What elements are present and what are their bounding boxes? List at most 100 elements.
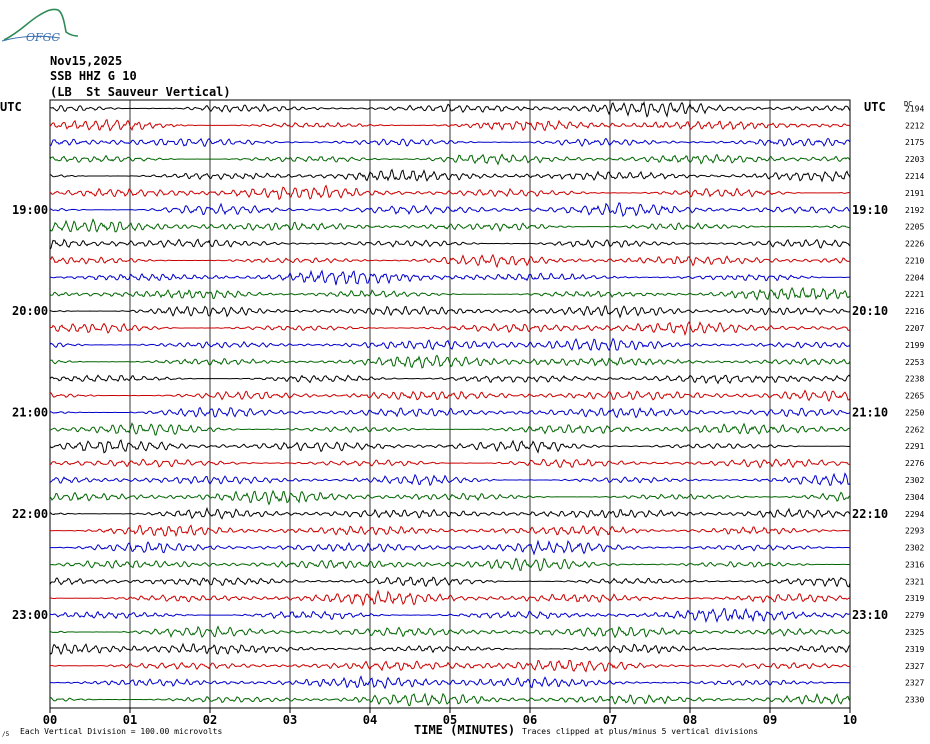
seismic-trace: [49, 389, 851, 402]
left-hour-label: 19:00: [12, 203, 48, 217]
dc-offset-label: 2207: [905, 324, 924, 333]
dc-header-label: DC: [904, 100, 912, 108]
dc-offset-label: 2250: [905, 408, 924, 417]
x-tick-label: 07: [603, 713, 617, 727]
left-hour-label: 20:00: [12, 304, 48, 318]
seismic-trace: [49, 589, 851, 607]
seismic-trace: [49, 184, 851, 201]
seismic-trace: [49, 286, 851, 301]
seismic-trace: [49, 321, 851, 337]
plot-grid: [49, 99, 851, 709]
dc-offset-label: 2279: [905, 611, 924, 620]
left-hour-label: 23:00: [12, 608, 48, 622]
seismic-trace: [49, 607, 851, 624]
clip-note: Traces clipped at plus/minus 5 vertical …: [522, 727, 758, 736]
dc-offset-label: 2194: [905, 104, 924, 113]
right-utc-label: UTC: [864, 100, 886, 114]
seismic-trace: [49, 576, 851, 588]
dc-offset-label: 2226: [905, 240, 924, 249]
seismic-trace: [49, 153, 851, 166]
right-hour-label: 22:10: [852, 507, 888, 521]
dc-offset-label: 2293: [905, 527, 924, 536]
seismic-trace: [49, 539, 851, 556]
seismic-trace: [49, 625, 851, 639]
seismic-trace: [49, 202, 851, 218]
x-tick-label: 08: [683, 713, 697, 727]
ofgc-logo: OFGC: [1, 8, 79, 44]
x-tick-label: 05: [443, 713, 457, 727]
x-axis-title: TIME (MINUTES): [414, 723, 515, 737]
dc-offset-label: 2302: [905, 544, 924, 553]
left-hour-label: 21:00: [12, 405, 48, 419]
x-tick-label: 02: [203, 713, 217, 727]
seismic-traces: [49, 100, 851, 707]
seismic-trace: [49, 472, 851, 487]
dc-offset-label: 2214: [905, 172, 924, 181]
seismic-trace: [49, 675, 851, 690]
dc-offset-label: 2238: [905, 375, 924, 384]
dc-offset-label: 2212: [905, 121, 924, 130]
seismic-trace: [49, 305, 851, 319]
seismic-trace: [49, 337, 851, 352]
dc-offset-label: 2253: [905, 358, 924, 367]
dc-offset-label: 2204: [905, 273, 924, 282]
dc-offset-label: 2325: [905, 628, 924, 637]
plot-date: Nov15,2025: [50, 54, 123, 68]
seismic-trace: [49, 269, 851, 286]
dc-offset-labels: 2194 2212 2175 2203 2214 2191 2192 2205 2226 2210…: [905, 104, 924, 704]
dc-offset-label: 2216: [905, 307, 924, 316]
dc-offset-label: 2276: [905, 459, 924, 468]
seismic-trace: [49, 692, 851, 707]
left-utc-label: UTC: [0, 100, 22, 114]
x-axis-ticks: 00 01 02 03 04 05 06 07 08 09 10: [43, 708, 857, 727]
dc-offset-label: 2203: [905, 155, 924, 164]
x-tick-label: 04: [363, 713, 377, 727]
seismic-trace: [49, 354, 851, 369]
dc-offset-label: 2316: [905, 560, 924, 569]
x-tick-label: 01: [123, 713, 137, 727]
seismic-trace: [49, 168, 851, 183]
seismic-trace: [49, 557, 851, 572]
seismic-trace: [49, 118, 851, 132]
seismic-trace: [49, 137, 851, 148]
dc-offset-label: 2175: [905, 138, 924, 147]
seismic-trace: [49, 439, 851, 454]
seismic-trace: [49, 524, 851, 538]
seismic-trace: [49, 406, 851, 419]
x-tick-label: 09: [763, 713, 777, 727]
hour-labels: 19:00 19:10 20:00 20:10 21:00 21:10 22:00 22:10…: [12, 203, 888, 622]
seismic-trace: [49, 253, 851, 269]
right-hour-label: 23:10: [852, 608, 888, 622]
seismic-trace: [49, 218, 851, 233]
dc-offset-label: 2192: [905, 206, 924, 215]
dc-offset-label: 2210: [905, 256, 924, 265]
seismic-trace: [49, 422, 851, 436]
x-tick-label: 00: [43, 713, 57, 727]
dc-offset-label: 2327: [905, 679, 924, 688]
right-hour-label: 21:10: [852, 405, 888, 419]
x-tick-label: 10: [843, 713, 857, 727]
left-hour-label: 22:00: [12, 507, 48, 521]
seismic-trace: [49, 489, 851, 506]
dc-offset-label: 2262: [905, 425, 924, 434]
seismic-trace: [49, 238, 851, 250]
x-tick-label: 06: [523, 713, 537, 727]
seismic-trace: [49, 642, 851, 656]
right-hour-label: 20:10: [852, 304, 888, 318]
x-tick-label: 03: [283, 713, 297, 727]
dc-offset-label: 2205: [905, 223, 924, 232]
logo-text: OFGC: [26, 31, 60, 44]
seismic-trace: [49, 374, 851, 385]
dc-offset-label: 2265: [905, 392, 924, 401]
vertical-division-note: Each Vertical Division = 100.00 microvol…: [20, 727, 222, 736]
dc-offset-label: 2302: [905, 476, 924, 485]
seismic-trace: [49, 506, 851, 520]
right-hour-label: 19:10: [852, 203, 888, 217]
dc-offset-label: 2304: [905, 493, 924, 502]
dc-offset-label: 2221: [905, 290, 924, 299]
dc-offset-label: 2321: [905, 577, 924, 586]
corner-mark: /5: [2, 731, 10, 738]
dc-offset-label: 2291: [905, 442, 924, 451]
dc-offset-label: 2327: [905, 662, 924, 671]
